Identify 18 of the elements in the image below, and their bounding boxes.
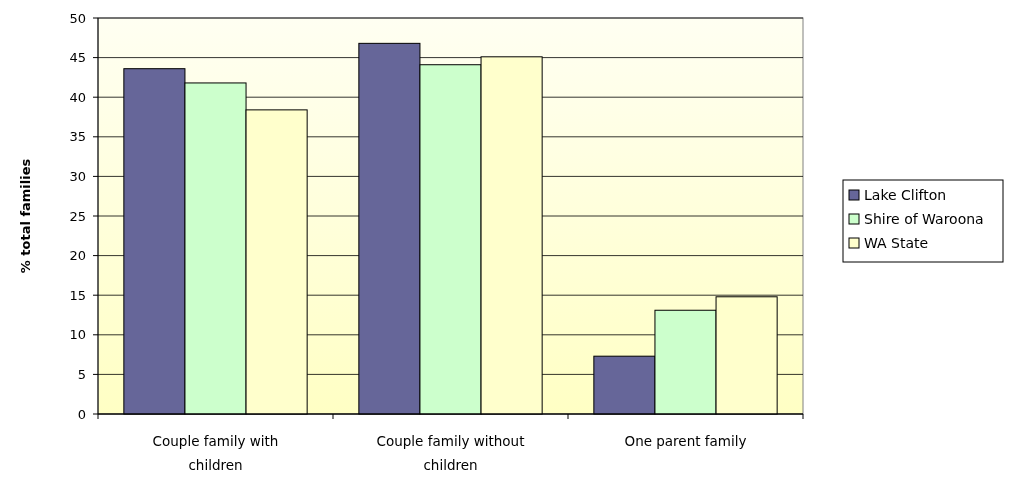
x-tick-label: Couple family with children: [152, 433, 279, 473]
y-tick-label: 20: [69, 248, 86, 264]
y-tick-label: 35: [69, 129, 86, 145]
y-tick-label: 25: [69, 208, 86, 224]
y-tick-label: 5: [77, 366, 86, 382]
y-tick-label: 50: [69, 10, 86, 26]
legend-label: Shire of Waroona: [864, 210, 984, 227]
x-tick-label: One parent family: [624, 433, 747, 449]
y-axis-title: % total families: [18, 158, 33, 274]
y-tick-label: 0: [77, 406, 86, 422]
y-tick-label: 40: [69, 89, 86, 105]
legend-label: Lake Clifton: [864, 186, 947, 203]
legend-label: WA State: [864, 234, 929, 251]
y-tick-label: 30: [69, 168, 86, 184]
y-tick-label: 45: [69, 50, 86, 66]
y-tick-label: 10: [69, 327, 86, 343]
y-tick-label: 15: [69, 287, 86, 303]
x-tick-label: Couple family without children: [376, 433, 525, 473]
